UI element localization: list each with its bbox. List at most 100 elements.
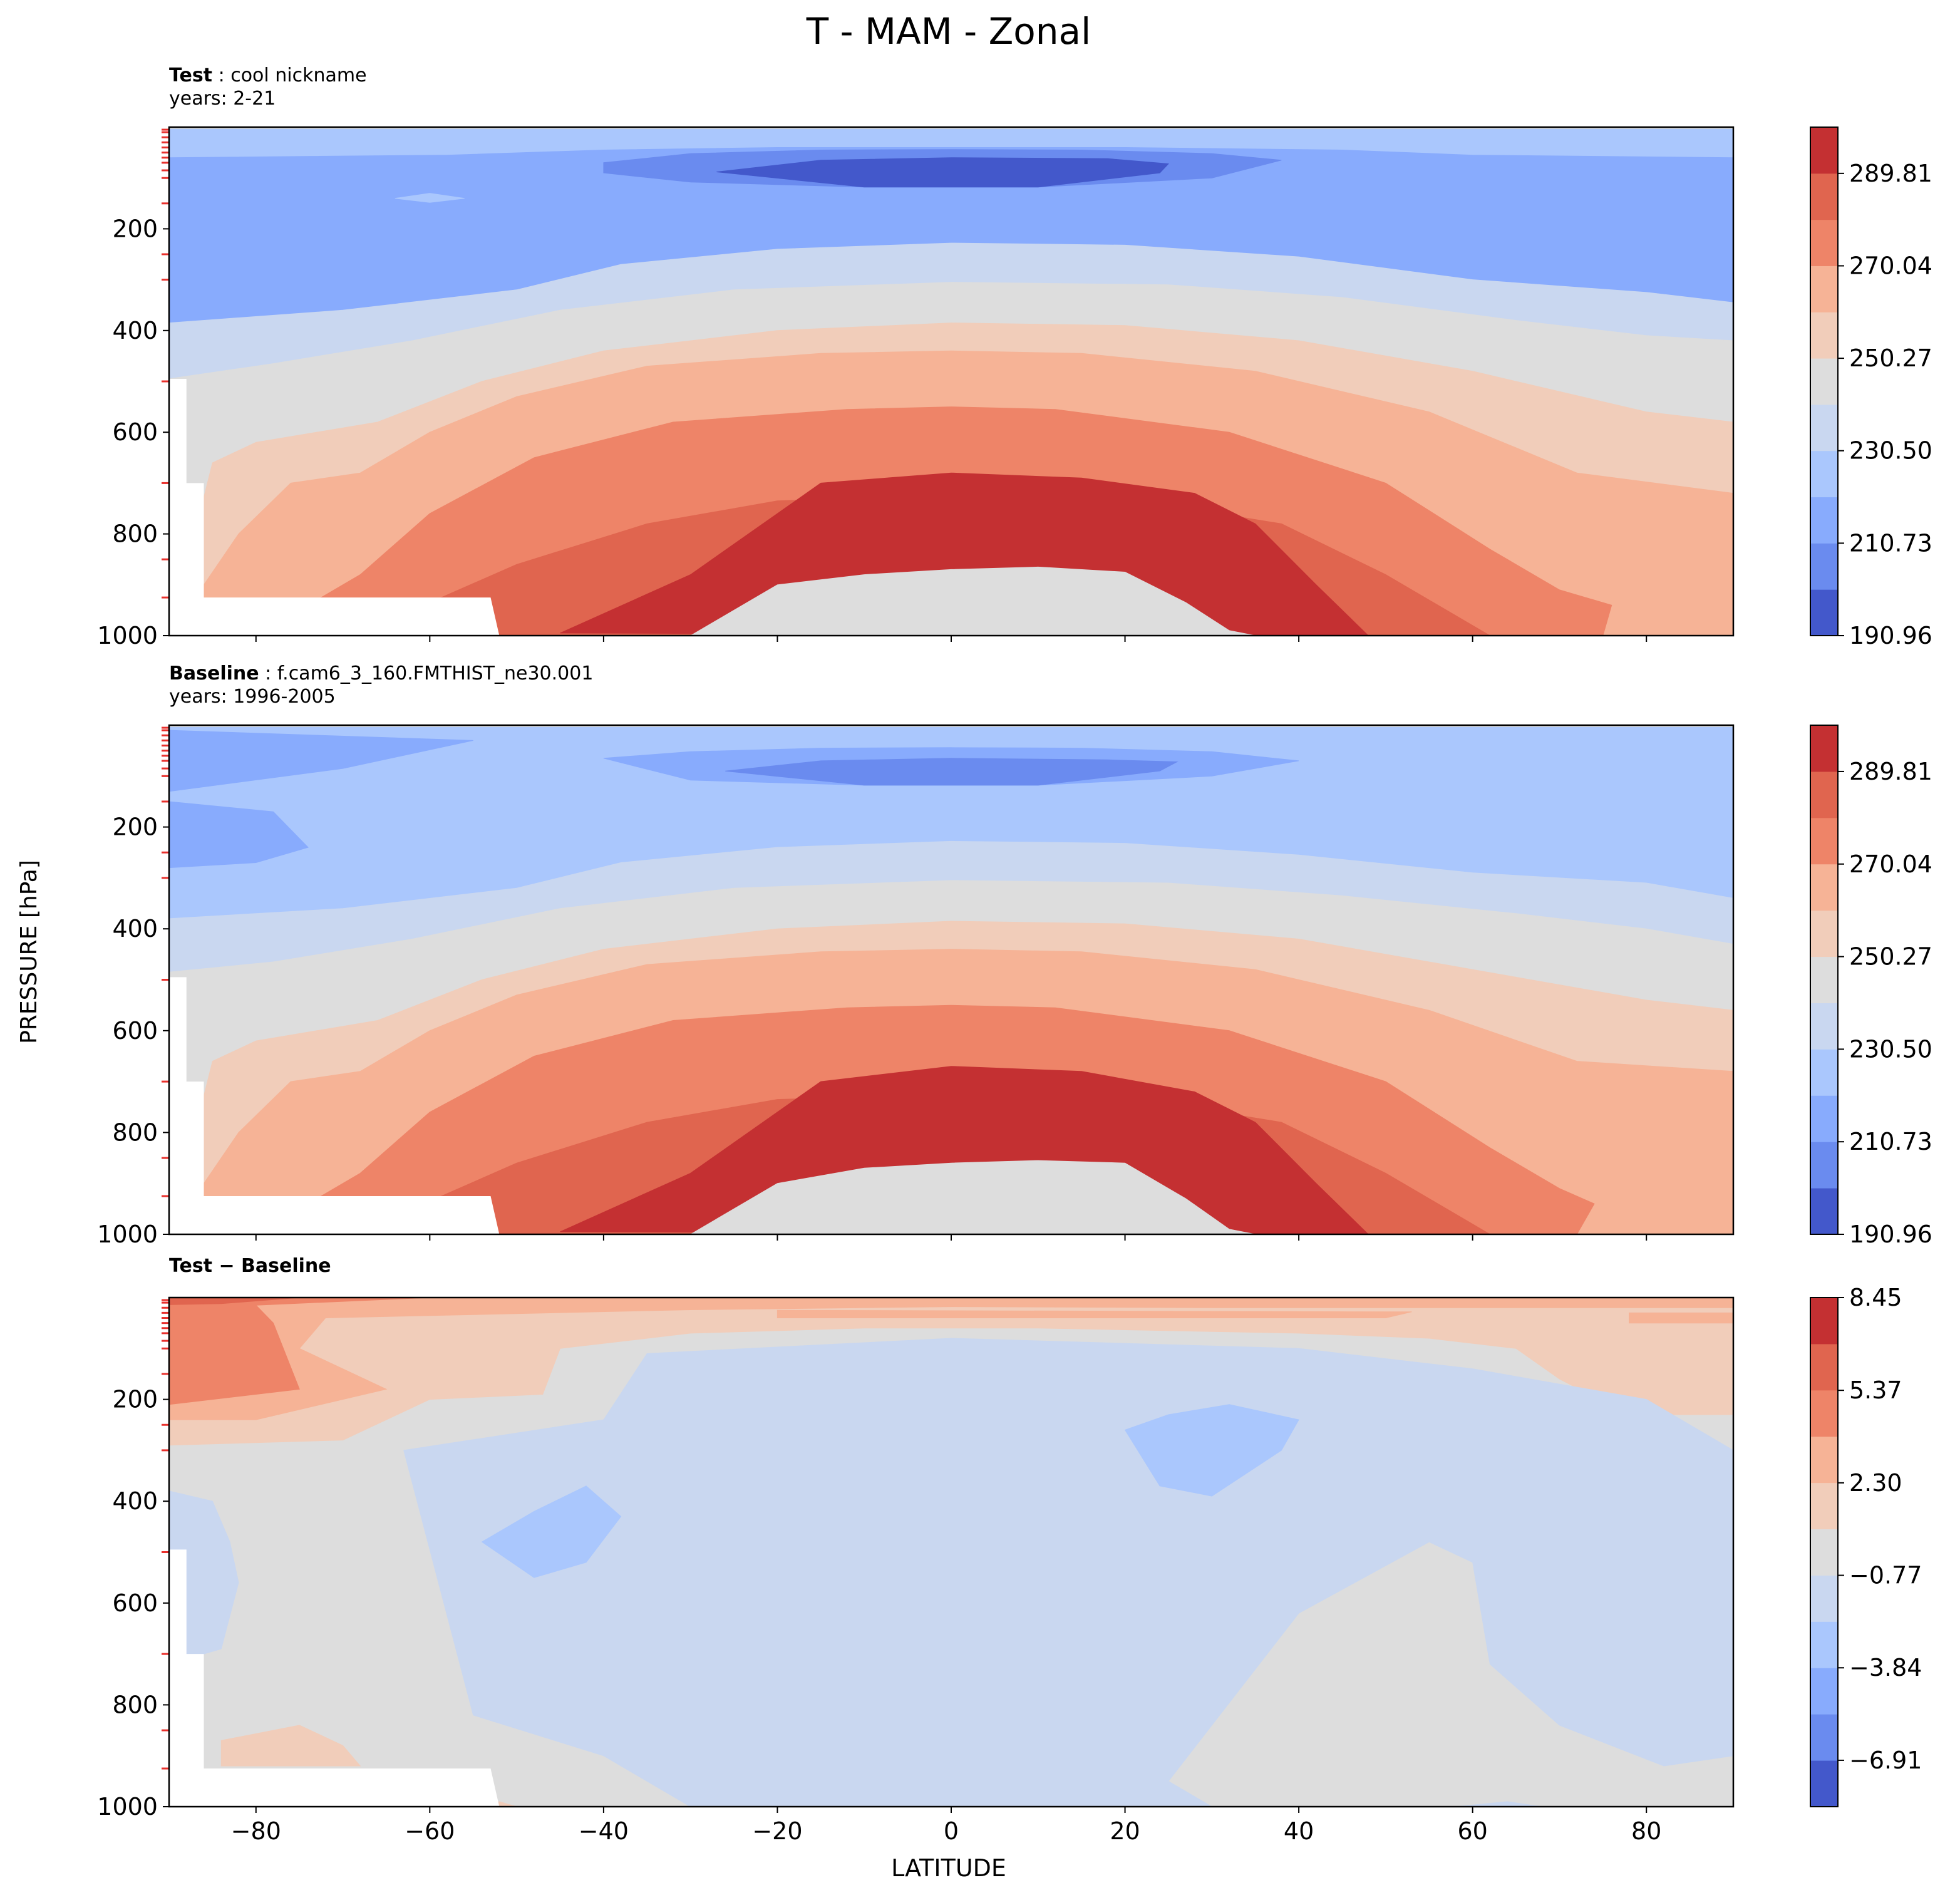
panel-baseline-contours — [169, 725, 1733, 1234]
colorbar-frame — [1810, 1297, 1839, 1807]
y-tick-label: 800 — [112, 520, 158, 548]
panel-test-contours — [169, 127, 1733, 636]
y-tick-label: 200 — [112, 1386, 158, 1413]
y-tick-label: 1000 — [97, 1221, 158, 1248]
colorbar-tick-label: 250.27 — [1849, 943, 1932, 971]
colorbar-tick-label: 8.45 — [1849, 1284, 1902, 1311]
colorbar-segment — [1810, 956, 1838, 1003]
panel-difference-contours — [169, 1298, 1733, 1807]
colorbar-segment — [1810, 1575, 1838, 1622]
y-tick-label: 400 — [112, 915, 158, 942]
colorbar-segment — [1810, 771, 1838, 818]
figure-title: T - MAM - Zonal — [806, 10, 1091, 53]
x-tick-label: −80 — [231, 1817, 281, 1845]
panel-label-bold: Baseline — [169, 663, 259, 684]
colorbar-segment — [1810, 1529, 1838, 1576]
contour-band-2 — [169, 801, 309, 869]
contour-band-6 — [169, 1298, 300, 1305]
colorbar-segment — [1810, 1142, 1838, 1189]
colorbar-baseline: 190.96 210.73 230.50 250.27 270.04 289.81 — [1810, 725, 1932, 1248]
missing-data-region — [169, 378, 500, 636]
colorbar-segment — [1810, 910, 1838, 958]
colorbar-tick-label: 230.50 — [1849, 437, 1932, 465]
colorbar-segment — [1810, 1760, 1838, 1807]
colorbar-segment — [1810, 450, 1838, 498]
colorbar-segment — [1810, 817, 1838, 865]
y-tick-label: 800 — [112, 1118, 158, 1146]
y-tick-label: 600 — [112, 1589, 158, 1617]
contour-band-5 — [169, 1298, 430, 1405]
colorbar-segment — [1810, 266, 1838, 312]
panel-test-years: years: 2-21 — [169, 88, 276, 110]
colorbar-tick-label: 270.04 — [1849, 850, 1932, 878]
contour-band-1 — [169, 730, 473, 792]
colorbar-segment — [1810, 1188, 1838, 1235]
y-tick-label: 1000 — [97, 622, 158, 649]
contour-band-4 — [725, 758, 1179, 786]
colorbar-frame — [1810, 725, 1839, 1235]
colorbar-segment — [1810, 1668, 1838, 1715]
x-tick-label: −40 — [579, 1817, 629, 1845]
x-tick-label: −60 — [405, 1817, 455, 1845]
y-tick-label: 800 — [112, 1691, 158, 1718]
contour-band-11 — [220, 1725, 361, 1767]
panel-baseline-label: Baseline : f.cam6_3_160.FMTHIST_ne30.001 — [169, 663, 593, 684]
colorbar-segment — [1810, 497, 1838, 544]
colorbar-segment — [1810, 219, 1838, 266]
x-tick-label: 20 — [1110, 1817, 1140, 1845]
missing-data-region — [169, 1549, 500, 1807]
colorbar-segment — [1810, 1049, 1838, 1096]
colorbar-segment — [1810, 312, 1838, 359]
contour-band-7 — [403, 1338, 1733, 1807]
contour-band-12 — [689, 566, 1256, 636]
colorbar-segment — [1810, 543, 1838, 590]
panel-label-text: : cool nickname — [212, 65, 367, 86]
y-tick-label: 1000 — [97, 1793, 158, 1820]
panel-label-text: : f.cam6_3_160.FMTHIST_ne30.001 — [259, 663, 594, 684]
colorbar-segment — [1810, 1482, 1838, 1530]
colorbar-tick-label: 270.04 — [1849, 252, 1932, 279]
contour-band-3 — [776, 1309, 1412, 1318]
colorbar-segment — [1810, 1390, 1838, 1437]
panel-label-bold: Test — [169, 65, 212, 86]
y-tick-label: 200 — [112, 813, 158, 841]
y-tick-label: 400 — [112, 317, 158, 344]
contour-band-4 — [395, 193, 465, 203]
colorbar-tick-label: 250.27 — [1849, 344, 1932, 372]
x-tick-label: 0 — [944, 1817, 959, 1845]
contour-band-13 — [1455, 1801, 1542, 1807]
colorbar-segment — [1810, 725, 1838, 772]
contour-band-4 — [1629, 1312, 1733, 1324]
colorbar-segment — [1810, 1003, 1838, 1050]
colorbar-tick-label: 5.37 — [1849, 1376, 1902, 1404]
colorbar-segment — [1810, 404, 1838, 452]
contour-band-3 — [716, 157, 1169, 188]
colorbar-segment — [1810, 1298, 1838, 1345]
colorbar-segment — [1810, 127, 1838, 174]
contour-band-2 — [169, 1298, 1733, 1420]
colorbar-tick-label: 190.96 — [1849, 1221, 1932, 1248]
x-tick-label: 60 — [1457, 1817, 1487, 1845]
y-tick-label: 600 — [112, 1017, 158, 1045]
y-tick-label: 600 — [112, 418, 158, 446]
colorbar-tick-label: 210.73 — [1849, 1128, 1932, 1155]
x-tick-label: 80 — [1631, 1817, 1661, 1845]
panel-difference-label: Test − Baseline — [169, 1255, 331, 1277]
missing-data-region — [169, 977, 500, 1234]
y-tick-label: 400 — [112, 1487, 158, 1515]
x-axis-label: LATITUDE — [891, 1854, 1006, 1882]
colorbar-tick-label: 2.30 — [1849, 1469, 1902, 1497]
contour-band-12 — [689, 1160, 1256, 1234]
colorbar-segment — [1810, 1621, 1838, 1668]
colorbar-tick-label: −6.91 — [1849, 1747, 1922, 1774]
colorbar-tick-label: −0.77 — [1849, 1562, 1922, 1589]
colorbar-difference: 8.45 5.37 2.30 −0.77 −3.84 −6.91 — [1810, 1284, 1922, 1807]
colorbar-frame — [1810, 126, 1839, 636]
y-axis-label: PRESSURE [hPa] — [16, 860, 42, 1044]
colorbar-tick-label: −3.84 — [1849, 1654, 1922, 1681]
x-tick-label: 40 — [1284, 1817, 1314, 1845]
colorbar-segment — [1810, 589, 1838, 636]
